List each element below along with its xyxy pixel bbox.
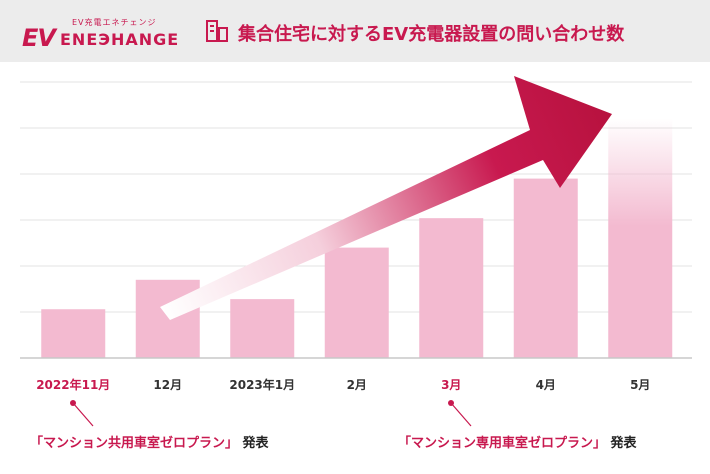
growth-arrow bbox=[160, 76, 612, 320]
x-tick-label: 12月 bbox=[153, 378, 183, 392]
annotation-connector bbox=[448, 400, 472, 427]
x-tick-label: 5月 bbox=[630, 378, 651, 392]
brand-mark: EV bbox=[22, 24, 56, 52]
bar[interactable] bbox=[135, 279, 200, 358]
bar[interactable] bbox=[419, 218, 484, 358]
header-bar: EV充電エネチェンジ EV ENEЭHANGE 集合住宅に対するEV充電器設置の… bbox=[0, 0, 710, 62]
x-tick-label: 2月 bbox=[346, 378, 367, 392]
bar[interactable] bbox=[513, 178, 578, 358]
brand-logo[interactable]: EV充電エネチェンジ EV ENEЭHANGE bbox=[14, 10, 178, 54]
bar[interactable] bbox=[608, 118, 673, 358]
annotation-connector bbox=[70, 400, 94, 427]
x-tick-label: 2023年1月 bbox=[229, 378, 296, 392]
bars bbox=[41, 118, 673, 358]
annotation-note: 「マンション共用車室ゼロプラン」 発表 bbox=[30, 436, 269, 451]
chart-title: 集合住宅に対するEV充電器設置の問い合わせ数 bbox=[238, 24, 625, 45]
x-tick-label: 4月 bbox=[535, 378, 556, 392]
bar[interactable] bbox=[41, 309, 106, 358]
brand-name: ENEЭHANGE bbox=[60, 30, 180, 49]
bar[interactable] bbox=[230, 299, 295, 358]
bar-chart-icon bbox=[206, 20, 228, 42]
annotation-note: 「マンション専用車室ゼロプラン」 発表 bbox=[398, 436, 637, 451]
x-tick-label: 3月 bbox=[441, 378, 462, 392]
chart-plot bbox=[20, 76, 692, 359]
bar[interactable] bbox=[324, 247, 389, 358]
brand-tagline: EV充電エネチェンジ bbox=[72, 18, 157, 27]
x-tick-label: 2022年11月 bbox=[36, 378, 111, 392]
